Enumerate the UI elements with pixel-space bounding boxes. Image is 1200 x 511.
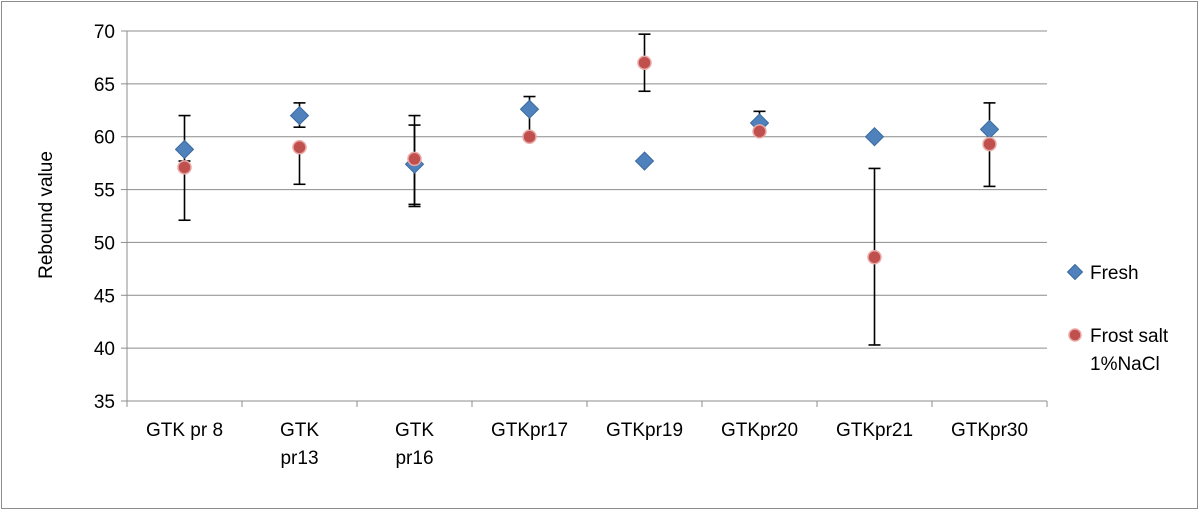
- point-frost-salt-3: [522, 129, 537, 144]
- legend-marker-frost-salt: [1068, 328, 1082, 342]
- y-tick-label-35: 35: [94, 392, 115, 413]
- y-tick-label-50: 50: [94, 233, 115, 254]
- legend-label-1-line-1: 1%NaCl: [1090, 354, 1160, 375]
- x-tick-label-2-line-1: pr16: [395, 448, 433, 469]
- legend-label-1-line-0: Frost salt: [1090, 326, 1169, 347]
- y-tick-labels: 35 40 45 50 55 60 65 70: [94, 22, 115, 413]
- y-tick-label-40: 40: [94, 339, 115, 360]
- axes: [121, 30, 1048, 407]
- point-frost-salt-1: [292, 140, 307, 155]
- x-tick-label-4: GTKpr19: [606, 420, 683, 441]
- y-axis-title: Rebound value: [36, 151, 57, 279]
- legend-label-0: Fresh: [1090, 263, 1139, 284]
- x-tick-labels: GTK pr 8 GTK pr13 GTK pr16 GTKpr17 GTKpr19 GTKp…: [146, 420, 1028, 469]
- x-tick-label-1-line-0: GTK: [280, 420, 319, 441]
- point-frost-salt-0: [177, 160, 192, 175]
- legend: Fresh Frost salt 1%NaCl: [1066, 263, 1169, 375]
- x-tick-label-6: GTKpr21: [836, 420, 913, 441]
- point-fresh-1: [289, 105, 310, 126]
- point-fresh-4: [634, 151, 655, 171]
- point-frost-salt-7: [982, 136, 997, 152]
- point-frost-salt-6: [867, 249, 882, 265]
- legend-marker-fresh: [1066, 263, 1084, 281]
- x-tick-label-3: GTKpr17: [491, 420, 568, 441]
- y-tick-label-45: 45: [94, 286, 115, 307]
- y-tick-label-55: 55: [94, 181, 115, 202]
- point-fresh-0: [174, 139, 195, 160]
- point-fresh-3: [519, 99, 540, 119]
- x-tick-label-0: GTK pr 8: [146, 420, 223, 441]
- point-frost-salt-2: [407, 151, 422, 167]
- x-tick-label-1-line-1: pr13: [280, 448, 318, 469]
- x-tick-label-5: GTKpr20: [721, 420, 798, 441]
- point-fresh-6: [864, 127, 885, 147]
- point-frost-salt-4: [637, 55, 652, 70]
- y-tick-label-60: 60: [94, 128, 115, 149]
- gridlines: [127, 30, 1047, 349]
- x-tick-label-2-line-0: GTK: [395, 420, 434, 441]
- y-tick-label-65: 65: [94, 75, 115, 96]
- y-tick-label-70: 70: [94, 22, 115, 43]
- data-points: [174, 55, 1000, 265]
- point-frost-salt-5: [752, 124, 767, 139]
- x-tick-label-7: GTKpr30: [951, 420, 1028, 441]
